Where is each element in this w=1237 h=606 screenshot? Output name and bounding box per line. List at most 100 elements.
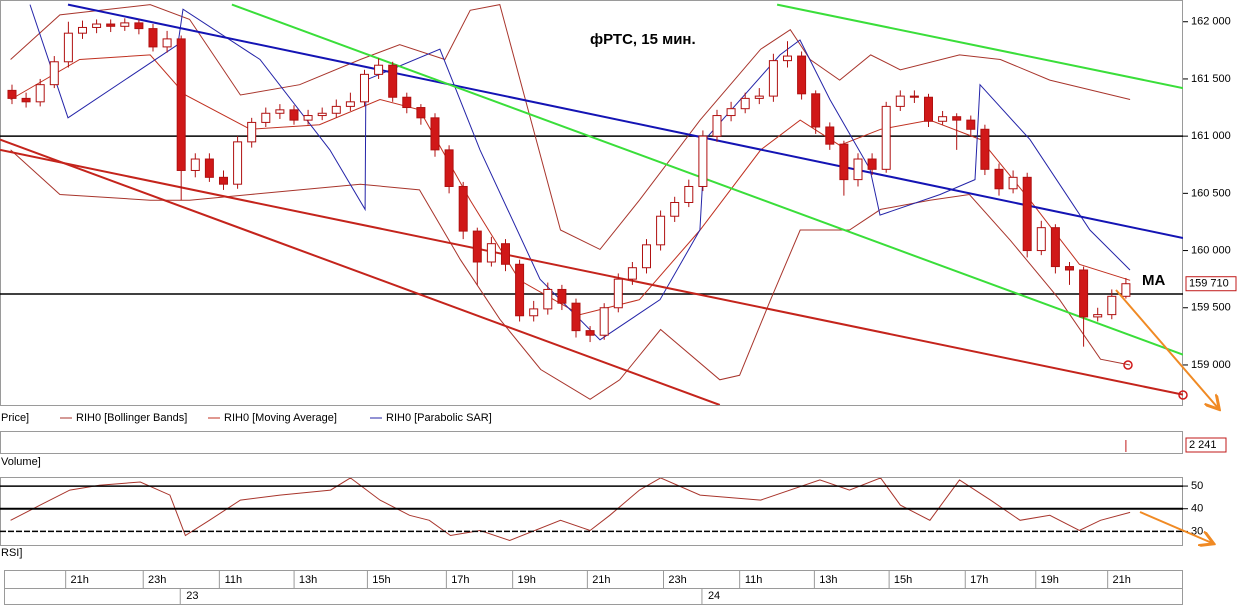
candle-body: [1093, 314, 1103, 318]
candle-body: [247, 121, 257, 143]
panel-label: RSI]: [1, 547, 22, 559]
candle-body: [458, 185, 468, 232]
candle-body: [63, 32, 73, 63]
candle-body: [952, 116, 962, 121]
x-tick-label: 19h: [1041, 574, 1059, 586]
candle-body: [1050, 227, 1060, 268]
legend-entry: RIH0 [Bollinger Bands]: [76, 412, 187, 424]
candle-body: [162, 38, 172, 48]
y-tick-label: 159 000: [1191, 359, 1231, 371]
candle-body: [289, 109, 299, 121]
time-axis: [4, 570, 1183, 605]
candle-body: [740, 97, 750, 110]
x-tick-label: 17h: [451, 574, 469, 586]
trend-line: [776, 3, 1183, 90]
candle-body: [712, 115, 722, 137]
day-tick-label: 23: [186, 590, 198, 602]
candle-body: [317, 112, 327, 117]
x-tick-label: 21h: [592, 574, 610, 586]
candle-body: [331, 105, 341, 114]
y-tick-label: 161 500: [1191, 73, 1231, 85]
volume-label-box: [1185, 437, 1227, 453]
x-tick-label: 15h: [894, 574, 912, 586]
rsi-plot: [10, 478, 1131, 542]
candle-body: [261, 112, 271, 123]
candle-body: [641, 244, 651, 269]
x-tick-label: 15h: [372, 574, 390, 586]
panel-label: Price]: [1, 412, 29, 424]
candle-body: [218, 176, 228, 185]
last-price-box: [1185, 276, 1237, 292]
candle-body: [599, 307, 609, 336]
x-tick-label: 17h: [970, 574, 988, 586]
annotation: MA: [1142, 272, 1165, 289]
candle-body: [613, 278, 623, 309]
candle-body: [1107, 295, 1117, 316]
y-tick-label: 161 000: [1191, 130, 1231, 142]
candle-body: [35, 84, 45, 103]
x-tick-label: 11h: [745, 574, 763, 586]
rsi-panel: [0, 477, 1183, 546]
trend-line: [67, 3, 1183, 239]
last-price-label: 159 710: [1189, 278, 1229, 290]
candle-body: [768, 60, 778, 97]
x-tick-label: 21h: [1112, 574, 1130, 586]
candle-body: [106, 23, 116, 27]
candle-body: [92, 23, 102, 28]
legend-entry: RIH0 [Moving Average]: [224, 412, 337, 424]
forecast-arrow: [1115, 289, 1218, 408]
candle-body: [1022, 176, 1032, 252]
candle-body: [966, 119, 976, 130]
candle-body: [839, 143, 849, 181]
candle-body: [670, 202, 680, 217]
candle-body: [895, 95, 905, 107]
candle-body: [515, 263, 525, 317]
candle-body: [345, 101, 355, 107]
candle-body: [359, 73, 369, 103]
moving-average: [10, 54, 1131, 316]
bollinger-lower: [10, 149, 1131, 400]
chart-title: фРТС, 15 мин.: [590, 31, 696, 48]
candle-body: [486, 243, 496, 263]
price-panel: [0, 0, 1183, 406]
y-tick-label: 160 500: [1191, 187, 1231, 199]
candle-body: [825, 126, 835, 145]
rsi-tick-label: 50: [1191, 480, 1203, 492]
candle-body: [402, 96, 412, 109]
candle-body: [275, 109, 285, 114]
y-tick-label: 160 000: [1191, 244, 1231, 256]
x-tick-label: 11h: [225, 574, 243, 586]
x-tick-label: 13h: [299, 574, 317, 586]
x-tick-label: 13h: [819, 574, 837, 586]
candle-body: [543, 288, 553, 310]
candle-body: [529, 308, 539, 317]
candle-body: [120, 22, 130, 27]
rsi-tick-label: 40: [1191, 503, 1203, 515]
rsi-arrow: [1139, 511, 1212, 543]
x-tick-label: 19h: [517, 574, 535, 586]
candle-body: [204, 158, 214, 178]
price-plot: [0, 3, 1183, 405]
candle-body: [49, 61, 59, 86]
candle-body: [980, 128, 990, 170]
target-circle: [1123, 360, 1133, 370]
candle-body: [656, 215, 666, 246]
candle-body: [585, 330, 595, 336]
trend-line: [0, 138, 721, 405]
candle-body: [176, 38, 186, 171]
candle-body: [1079, 269, 1089, 318]
candle-body: [148, 28, 158, 48]
overlay: 162 000 161 500 161 000 160 500 160 000 159 5…: [0, 16, 1237, 604]
candle-body: [853, 158, 863, 181]
candle-body: [500, 243, 510, 265]
bollinger-upper: [10, 4, 1131, 251]
candle-body: [21, 97, 31, 103]
candle-body: [77, 26, 87, 34]
candle-body: [782, 55, 792, 62]
trend-line: [231, 3, 1183, 356]
x-tick-label: 23h: [148, 574, 166, 586]
candle-body: [444, 149, 454, 187]
candle-body: [726, 108, 736, 117]
parabolic-sar: [29, 4, 1131, 341]
